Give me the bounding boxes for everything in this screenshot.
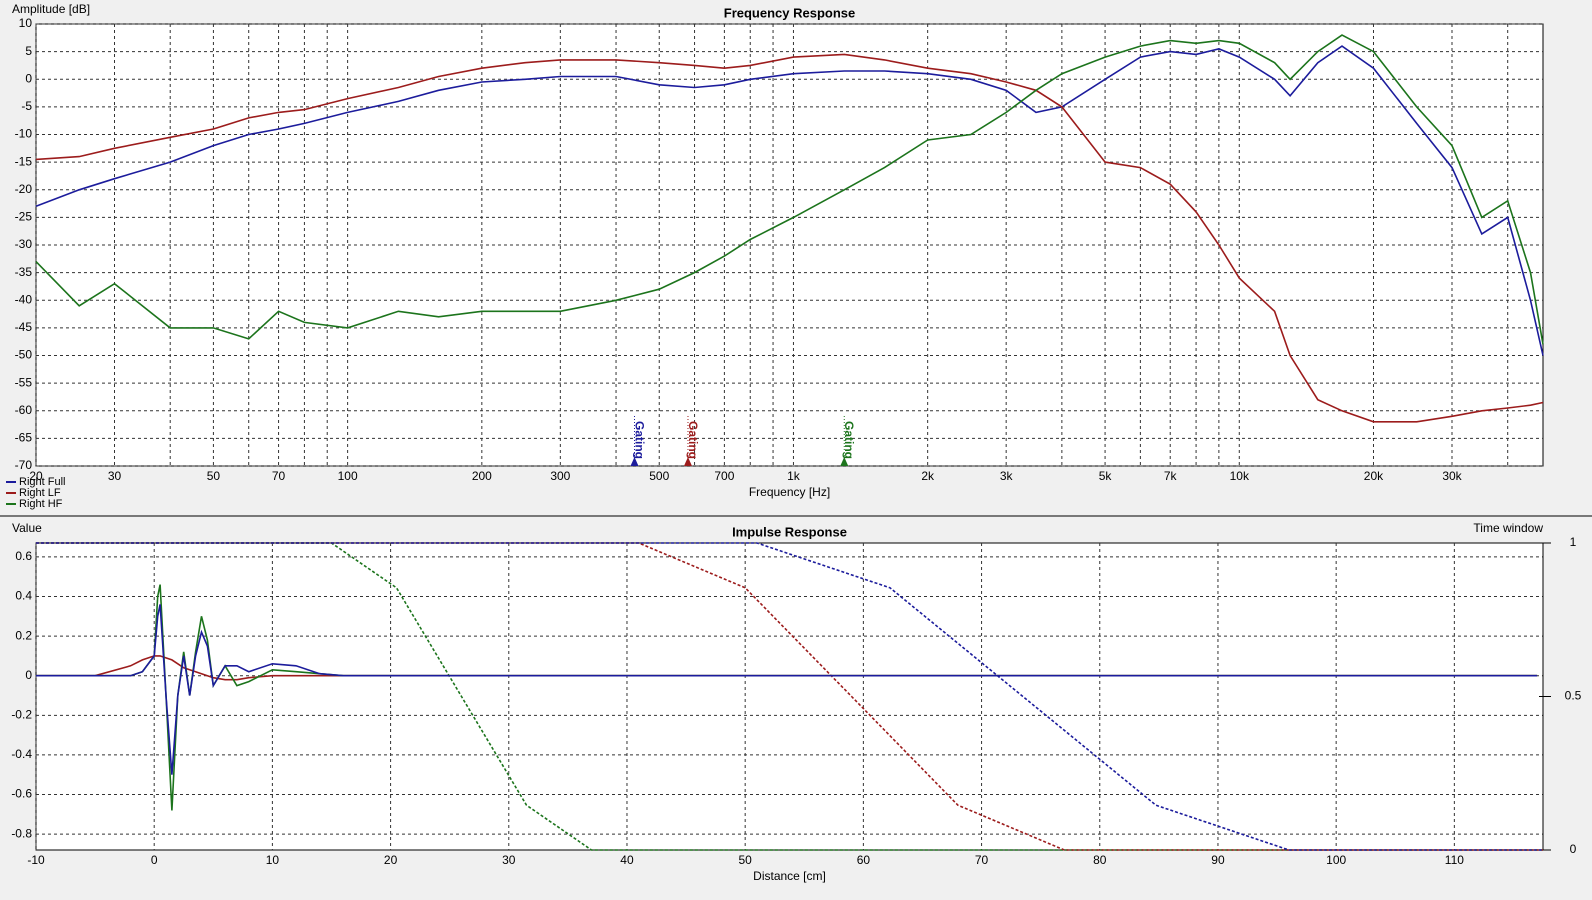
plot-area [35, 542, 1544, 851]
y-tick-label: -15 [15, 154, 33, 168]
x-tick-label: 100 [338, 469, 358, 483]
x-tick-label: 300 [550, 469, 570, 483]
y-tick-label: -45 [15, 320, 33, 334]
y-tick-label: -5 [21, 99, 32, 113]
series-line [35, 34, 1544, 345]
x-tick-label: 50 [207, 469, 221, 483]
y2-tick-label: 1 [1570, 535, 1577, 549]
y-tick-label: -35 [15, 265, 33, 279]
series-line [36, 604, 1538, 775]
chart-title: Impulse Response [732, 524, 847, 539]
x-tick-label: 2k [921, 469, 935, 483]
x-tick-label: 40 [620, 853, 634, 867]
x-tick-label: 500 [649, 469, 669, 483]
x-tick-label: 60 [857, 853, 871, 867]
y2-axis-label: Time window [1473, 521, 1543, 535]
y-tick-label: -65 [15, 431, 33, 445]
x-tick-label: 70 [272, 469, 286, 483]
x-tick-label: 20 [29, 469, 43, 483]
y-axis-label: Value [12, 521, 42, 535]
x-tick-label: 30k [1442, 469, 1462, 483]
y-tick-label: -0.4 [11, 747, 32, 761]
y-tick-label: -0.8 [11, 826, 32, 840]
x-tick-label: 0 [151, 853, 158, 867]
gating-label: Gating [686, 421, 700, 459]
y-tick-label: -55 [15, 375, 33, 389]
x-tick-label: 50 [738, 853, 752, 867]
x-tick-label: 70 [975, 853, 989, 867]
x-tick-label: 20k [1364, 469, 1384, 483]
x-tick-label: 200 [472, 469, 492, 483]
x-axis-label: Frequency [Hz] [749, 485, 830, 499]
x-tick-label: -10 [27, 853, 45, 867]
y-tick-label: -0.2 [11, 707, 32, 721]
legend-label: Right Full [19, 476, 65, 488]
legend-label: Right LF [19, 487, 61, 499]
x-tick-label: 700 [714, 469, 734, 483]
x-tick-label: 10k [1230, 469, 1250, 483]
y-tick-label: -30 [15, 237, 33, 251]
gating-label: Gating [842, 421, 856, 459]
y-tick-label: -25 [15, 210, 33, 224]
gating-marker [630, 457, 639, 466]
y2-tick-label: 0 [1570, 842, 1577, 856]
x-tick-label: 5k [1099, 469, 1113, 483]
x-tick-label: 30 [502, 853, 516, 867]
y-tick-label: -0.6 [11, 787, 32, 801]
y-tick-label: 0.6 [15, 549, 32, 563]
y-tick-label: -50 [15, 348, 33, 362]
y-tick-label: 0.2 [15, 628, 32, 642]
x-tick-label: 100 [1326, 853, 1346, 867]
y-tick-label: -60 [15, 403, 33, 417]
x-tick-label: 20 [384, 853, 398, 867]
x-axis-label: Distance [cm] [753, 869, 826, 883]
x-tick-label: 90 [1211, 853, 1225, 867]
y-tick-label: 0.4 [15, 589, 32, 603]
series-line [35, 45, 1544, 356]
y2-tick-label: 0.5 [1565, 689, 1582, 703]
gating-marker [840, 457, 849, 466]
x-tick-label: 80 [1093, 853, 1107, 867]
legend-label: Right HF [19, 498, 63, 510]
y-tick-label: -40 [15, 292, 33, 306]
x-tick-label: 30 [108, 469, 122, 483]
y-tick-label: 0 [25, 668, 32, 682]
gating-marker [683, 457, 692, 466]
x-tick-label: 3k [1000, 469, 1014, 483]
x-tick-label: 1k [787, 469, 801, 483]
y-tick-label: 10 [19, 16, 33, 30]
y-tick-label: 0 [25, 71, 32, 85]
y-tick-label: -70 [15, 458, 33, 472]
gating-label: Gating [632, 421, 646, 459]
y-tick-label: 5 [25, 44, 32, 58]
chart-title: Frequency Response [724, 5, 856, 20]
x-tick-label: 10 [266, 853, 280, 867]
y-tick-label: -20 [15, 182, 33, 196]
x-tick-label: 110 [1445, 853, 1464, 867]
x-tick-label: 7k [1164, 469, 1178, 483]
series-line [35, 53, 1544, 423]
y-axis-label: Amplitude [dB] [12, 2, 90, 16]
time-window [36, 542, 1543, 851]
y-tick-label: -10 [15, 127, 33, 141]
